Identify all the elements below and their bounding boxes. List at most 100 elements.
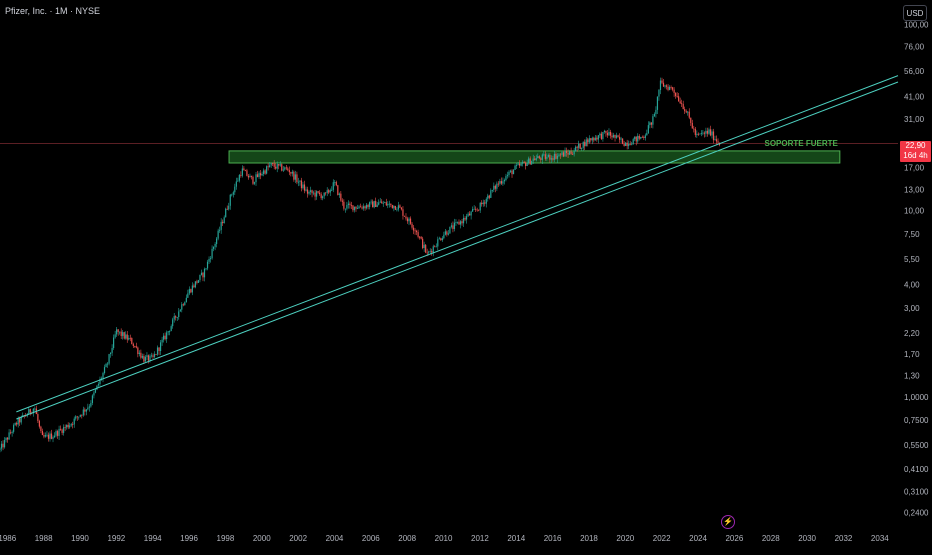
- candle-body: [388, 203, 390, 205]
- candle-body: [117, 329, 119, 332]
- candle-body: [325, 192, 327, 194]
- candle-body: [253, 182, 256, 184]
- candle-body: [531, 160, 533, 165]
- candle-body: [194, 281, 197, 288]
- candle-body: [575, 146, 577, 152]
- trendline[interactable]: [16, 81, 899, 420]
- currency-button[interactable]: USD: [903, 5, 927, 21]
- candle-body: [667, 86, 669, 90]
- candle-body: [541, 154, 543, 160]
- lightning-icon[interactable]: ⚡: [721, 515, 735, 529]
- candle-body: [650, 122, 652, 125]
- candle-body: [402, 209, 404, 216]
- candle-body: [684, 109, 686, 112]
- candle-body: [226, 208, 228, 210]
- candle-body: [438, 238, 440, 240]
- candle-body: [138, 352, 140, 355]
- candle-body: [306, 189, 309, 194]
- candle-body: [137, 347, 139, 355]
- candle-body: [411, 223, 413, 228]
- candle-body: [261, 173, 263, 176]
- candle-body: [296, 174, 298, 183]
- candle-body: [678, 96, 680, 102]
- support-zone-rect[interactable]: [228, 150, 841, 164]
- trendline[interactable]: [16, 75, 899, 413]
- candle-body: [349, 203, 351, 205]
- candle-body: [159, 342, 162, 351]
- candle-body: [300, 180, 303, 189]
- candle-body: [488, 195, 490, 198]
- candle-body: [655, 109, 657, 115]
- candle-body: [240, 175, 242, 176]
- x-axis[interactable]: 1986 1988 1990 1992 1994 1996 1998 2000 2002 2004…: [0, 534, 889, 543]
- candle-body: [319, 192, 321, 195]
- candle-body: [14, 423, 16, 426]
- x-tick-label: 2008: [398, 534, 416, 543]
- candle-body: [76, 416, 78, 418]
- candle-body: [605, 130, 607, 133]
- candle-body: [626, 142, 628, 146]
- candle-body: [523, 161, 525, 163]
- candle-body: [22, 415, 24, 417]
- x-tick-label: 1996: [180, 534, 198, 543]
- candle-body: [497, 183, 499, 185]
- x-tick-label: 1986: [0, 534, 17, 543]
- trendlines[interactable]: [16, 75, 899, 420]
- y-tick-label: 41,00: [904, 92, 925, 101]
- candle-body: [8, 432, 10, 440]
- candle-body: [175, 316, 177, 318]
- candle-body: [328, 190, 330, 193]
- candle-body: [335, 182, 337, 186]
- candle-body: [629, 144, 631, 145]
- candle-body: [119, 331, 121, 333]
- candle-body: [178, 311, 180, 318]
- candle-body: [166, 332, 168, 340]
- candle-body: [191, 285, 193, 293]
- y-axis[interactable]: 100,00 76,00 56,00 41,00 31,00 17,00 13,00 10,0…: [904, 20, 929, 517]
- candle-body: [25, 415, 27, 417]
- candle-body: [55, 431, 57, 436]
- candle-body: [400, 207, 403, 210]
- candle-body: [534, 158, 536, 161]
- y-tick-label: 0,3100: [904, 488, 929, 497]
- candle-body: [559, 154, 562, 156]
- candle-body: [443, 234, 445, 239]
- support-zone[interactable]: SOPORTE FUERTE: [228, 139, 841, 164]
- candle-body: [434, 246, 436, 248]
- candle-body: [512, 169, 515, 175]
- candle-body: [709, 129, 712, 136]
- candle-body: [714, 139, 716, 141]
- y-tick-label: 31,00: [904, 115, 925, 124]
- candle-body: [550, 158, 553, 160]
- candle-body: [302, 184, 304, 189]
- candle-body: [518, 163, 521, 166]
- candle-body: [49, 433, 51, 439]
- candle-body: [452, 225, 454, 229]
- candle-body: [125, 334, 127, 339]
- candle-body: [326, 190, 328, 193]
- candle-body: [69, 425, 71, 428]
- candle-body: [322, 196, 324, 199]
- candle-body: [278, 164, 280, 166]
- candle-body: [309, 190, 312, 192]
- candle-body: [235, 181, 237, 187]
- candle-body: [0, 443, 3, 449]
- candle-body: [293, 171, 295, 180]
- x-tick-label: 2026: [725, 534, 743, 543]
- candle-body: [262, 170, 265, 174]
- x-tick-label: 2000: [253, 534, 271, 543]
- candle-body: [206, 261, 209, 269]
- y-tick-label: 13,00: [904, 185, 925, 194]
- candle-body: [587, 139, 589, 143]
- candle-body: [116, 329, 118, 335]
- x-tick-label: 2030: [798, 534, 816, 543]
- candle-body: [331, 189, 333, 191]
- candle-body: [340, 193, 342, 201]
- candle-body: [555, 153, 557, 159]
- candle-body: [152, 355, 154, 357]
- candle-body: [78, 416, 80, 418]
- candle-body: [665, 85, 668, 87]
- candle-body: [123, 332, 125, 339]
